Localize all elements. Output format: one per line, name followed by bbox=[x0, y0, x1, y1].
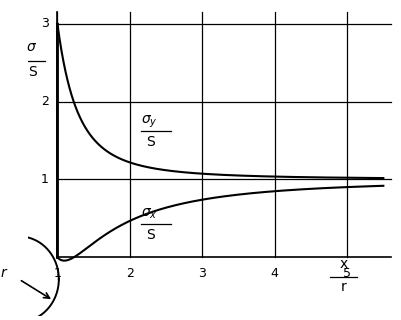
Text: 2: 2 bbox=[126, 267, 134, 280]
Text: 3: 3 bbox=[41, 17, 49, 30]
Text: 1: 1 bbox=[53, 267, 61, 280]
Text: $\sigma$: $\sigma$ bbox=[26, 40, 38, 54]
Text: S: S bbox=[28, 65, 36, 79]
Text: 2: 2 bbox=[41, 95, 49, 108]
Text: $\sigma_x$: $\sigma_x$ bbox=[140, 207, 157, 221]
Text: r: r bbox=[340, 280, 346, 294]
Text: $\sigma_y$: $\sigma_y$ bbox=[140, 114, 157, 130]
Text: S: S bbox=[146, 228, 154, 242]
Text: x: x bbox=[338, 257, 347, 270]
Text: 4: 4 bbox=[270, 267, 278, 280]
Text: 1: 1 bbox=[41, 173, 49, 186]
Text: 5: 5 bbox=[342, 267, 350, 280]
Text: r: r bbox=[0, 266, 6, 280]
Text: S: S bbox=[146, 135, 154, 149]
Text: 3: 3 bbox=[198, 267, 206, 280]
